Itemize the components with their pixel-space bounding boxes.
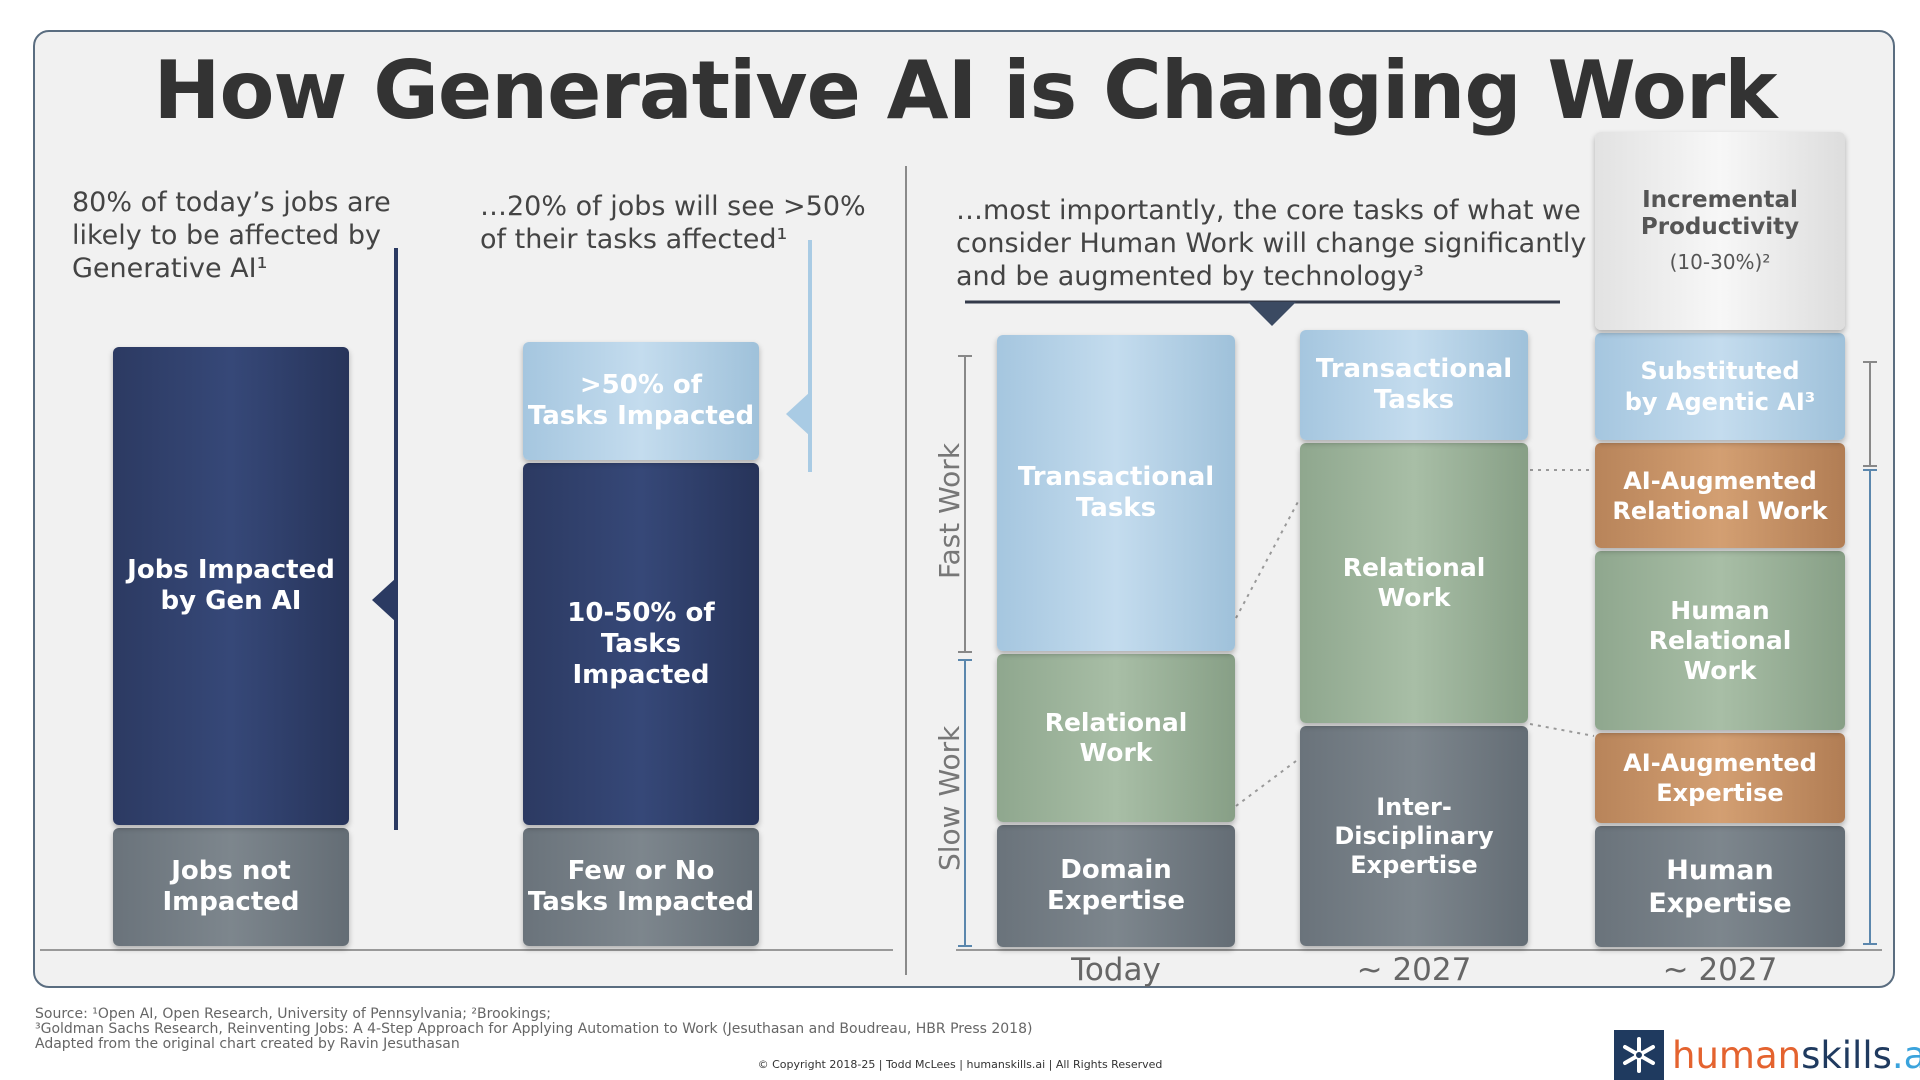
- humanskills-logo: humanskills.ai: [1614, 1030, 1920, 1080]
- y2027b-segment-label: Human Relational Work: [1648, 595, 1792, 685]
- today-domain-expertise: Domain Expertise: [997, 825, 1235, 947]
- y2027b-segment-label: AI-Augmented Expertise: [1623, 749, 1817, 807]
- today-segment-label: Relational Work: [1044, 708, 1188, 767]
- y2027b-substituted-agentic-ai: Substituted by Agentic AI³: [1595, 333, 1845, 440]
- category-2027-b: ~ 2027: [1662, 952, 1778, 988]
- bar2-few-or-no-tasks: Few or No Tasks Impacted: [523, 828, 759, 946]
- heading-panel-1: 80% of today’s jobs are likely to be aff…: [72, 187, 391, 284]
- y2027b-human-relational-work: Human Relational Work: [1595, 551, 1845, 730]
- y2027b-human-expertise: Human Expertise: [1595, 826, 1845, 947]
- logo-skills: skills: [1801, 1033, 1892, 1077]
- y2027b-segment-label: Substituted by Agentic AI³: [1624, 356, 1816, 416]
- y2027b-segment-note: (10-30%)²: [1669, 249, 1771, 274]
- y2027a-interdisciplinary-expertise: Inter-Disciplinary Expertise: [1300, 726, 1528, 946]
- bar2-10-50-tasks: 10-50% of Tasks Impacted: [523, 463, 759, 825]
- logo-human: human: [1672, 1033, 1802, 1077]
- y2027a-transactional-tasks: Transactional Tasks: [1300, 330, 1528, 440]
- logo-text: humanskills.ai: [1672, 1034, 1920, 1077]
- today-relational-work: Relational Work: [997, 654, 1235, 822]
- y2027b-ai-augmented-expertise: AI-Augmented Expertise: [1595, 733, 1845, 823]
- category-today: Today: [1071, 952, 1161, 988]
- page-title: How Generative AI is Changing Work: [153, 44, 1778, 137]
- slow-work-label: Slow Work: [933, 725, 966, 871]
- y2027b-segment-label: AI-Augmented Relational Work: [1612, 466, 1828, 525]
- y2027b-incremental-productivity: Incremental Productivity (10-30%)²: [1595, 132, 1845, 330]
- source-line-3: Adapted from the original chart created …: [35, 1036, 460, 1052]
- y2027b-ai-augmented-relational: AI-Augmented Relational Work: [1595, 443, 1845, 548]
- bar1-jobs-not-impacted: Jobs not Impacted: [113, 828, 349, 946]
- today-segment-label: Transactional Tasks: [1017, 462, 1215, 523]
- bar1-segment-label: Jobs Impacted by Gen AI: [127, 555, 335, 616]
- y2027b-segment-label: Human Expertise: [1648, 854, 1792, 919]
- copyright: © Copyright 2018-25 | Todd McLees | huma…: [757, 1058, 1163, 1071]
- today-transactional-tasks: Transactional Tasks: [997, 335, 1235, 651]
- heading-panel-3: …most importantly, the core tasks of wha…: [956, 195, 1587, 292]
- source-line-1: Source: ¹Open AI, Open Research, Univers…: [35, 1006, 551, 1022]
- today-segment-label: Domain Expertise: [1046, 855, 1186, 916]
- source-line-2: ³Goldman Sachs Research, Reinventing Job…: [35, 1021, 1033, 1037]
- y2027a-segment-label: Inter-Disciplinary Expertise: [1334, 792, 1494, 879]
- heading-panel-2: …20% of jobs will see >50% of their task…: [480, 191, 866, 255]
- bar2-over-50-tasks: >50% of Tasks Impacted: [523, 342, 759, 460]
- bar2-segment-label: >50% of Tasks Impacted: [527, 370, 755, 431]
- asterisk-icon: [1614, 1030, 1664, 1080]
- y2027b-segment-label: Incremental Productivity: [1640, 186, 1800, 240]
- bar2-segment-label: Few or No Tasks Impacted: [527, 856, 755, 917]
- y2027a-relational-work: Relational Work: [1300, 443, 1528, 723]
- bar2-segment-label: 10-50% of Tasks Impacted: [567, 597, 715, 690]
- category-2027-a: ~ 2027: [1356, 952, 1472, 988]
- y2027a-segment-label: Relational Work: [1342, 553, 1486, 612]
- fast-work-label: Fast Work: [933, 442, 966, 580]
- bar1-segment-label: Jobs not Impacted: [162, 856, 300, 917]
- bar1-jobs-impacted: Jobs Impacted by Gen AI: [113, 347, 349, 825]
- logo-ai: .ai: [1891, 1033, 1920, 1077]
- y2027a-segment-label: Transactional Tasks: [1315, 354, 1513, 415]
